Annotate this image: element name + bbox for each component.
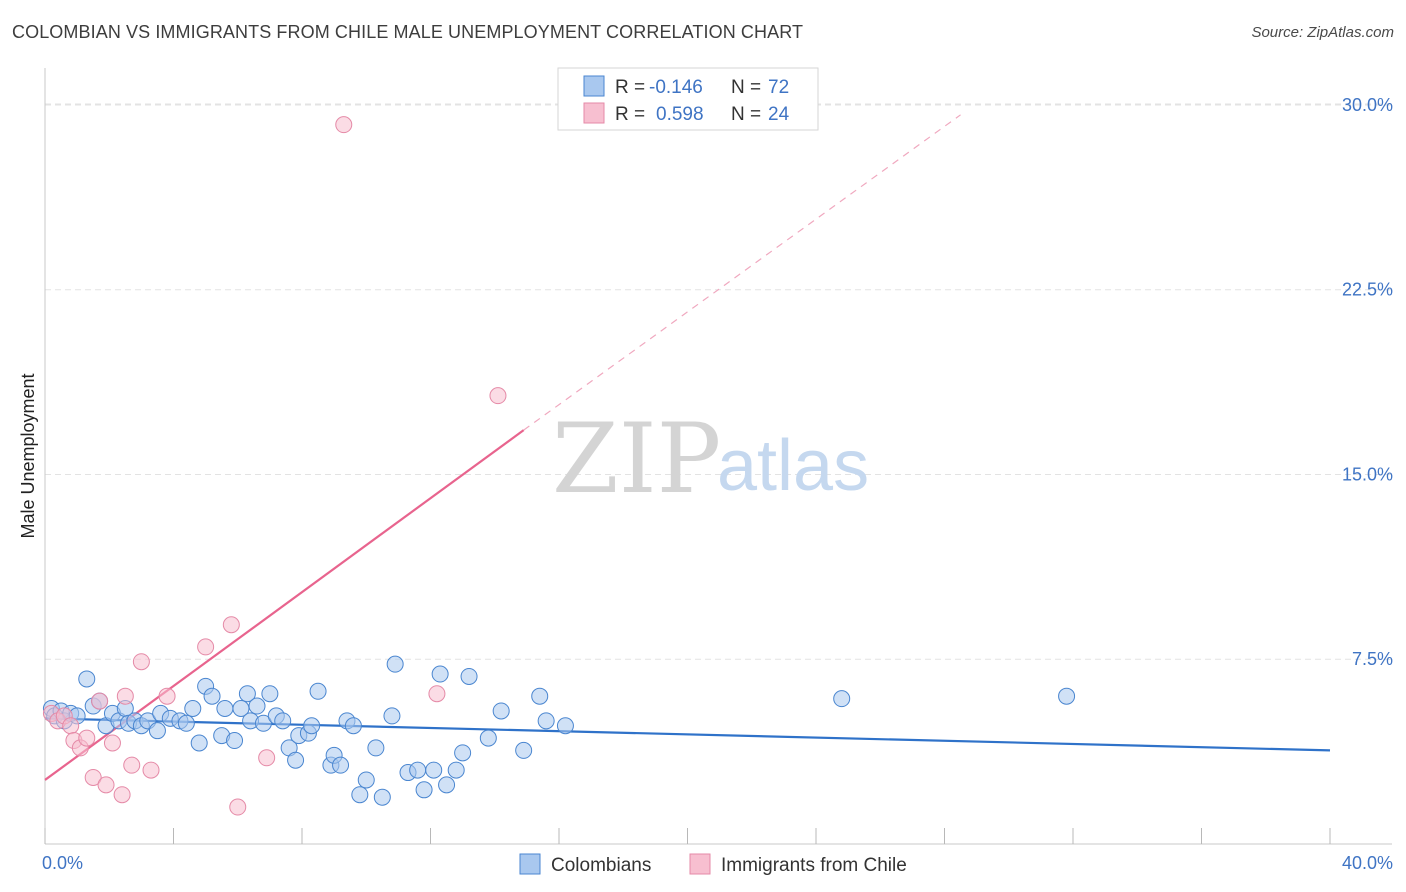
chile-point-9 [97, 776, 115, 794]
chile-trend-extension [523, 114, 961, 431]
colombians-point-42 [309, 682, 327, 700]
y-tick-labels: 7.5% 15.0% 22.5% 30.0% [1342, 95, 1393, 669]
colombians-point-41 [303, 717, 321, 735]
bottom-legend-label-chile: Immigrants from Chile [721, 855, 907, 876]
legend-r-value-1: -0.146 [649, 77, 703, 98]
chile-point-20 [258, 749, 276, 767]
bottom-legend-swatch-blue [519, 853, 541, 875]
chile-point-19 [229, 798, 247, 816]
colombians-point-32 [248, 697, 266, 715]
colombians-point-28 [226, 732, 244, 750]
legend-swatch-pink [583, 102, 605, 124]
colombians-point-69 [833, 690, 851, 708]
chile-point-23 [489, 387, 507, 405]
legend-n-value-2: 24 [768, 104, 790, 125]
bottom-legend: Colombians Immigrants from Chile [519, 853, 907, 876]
colombians-point-47 [344, 717, 362, 735]
colombians-point-65 [515, 741, 533, 759]
chile-point-18 [222, 616, 240, 634]
colombians-point-25 [203, 687, 221, 705]
colombians-point-22 [184, 700, 202, 718]
chile-point-13 [123, 756, 141, 774]
colombians-point-66 [531, 687, 549, 705]
colombians-point-59 [438, 776, 456, 794]
colombians-point-70 [1058, 687, 1076, 705]
chile-point-12 [116, 687, 134, 705]
colombians-point-6 [78, 670, 96, 688]
colombians-point-67 [537, 712, 555, 730]
chile-point-16 [158, 687, 176, 705]
chart-title: COLOMBIAN VS IMMIGRANTS FROM CHILE MALE … [12, 22, 804, 42]
colombians-point-48 [351, 786, 369, 804]
bottom-legend-label-colombians: Colombians [551, 855, 651, 876]
colombians-point-36 [274, 712, 292, 730]
y-axis-title: Male Unemployment [18, 373, 38, 538]
chile-point-17 [197, 638, 215, 656]
colombians-point-52 [383, 707, 401, 725]
chile-point-10 [103, 734, 121, 752]
colombians-point-45 [332, 756, 350, 774]
legend: R = -0.146 N = 72 R = 0.598 N = 24 [557, 67, 819, 131]
colombians-point-49 [357, 771, 375, 789]
colombians-point-51 [373, 788, 391, 806]
gridlines [45, 103, 1392, 660]
bottom-legend-swatch-pink [689, 853, 711, 875]
colombians-point-56 [415, 781, 433, 799]
colombians-point-57 [425, 761, 443, 779]
legend-n-label-1: N = [731, 77, 761, 98]
x-tick-label-1: 40.0% [1342, 853, 1393, 873]
watermark-atlas: atlas [717, 426, 869, 506]
x-tick-label-0: 0.0% [42, 853, 83, 873]
colombians-point-58 [431, 665, 449, 683]
chile-point-7 [84, 768, 102, 786]
colombians-point-38 [287, 751, 305, 769]
legend-swatch-blue [583, 75, 605, 97]
legend-r-label-2: R = [615, 104, 645, 125]
colombians-point-55 [409, 761, 427, 779]
colombians-point-61 [454, 744, 472, 762]
colombians-point-23 [190, 734, 208, 752]
colombians-point-60 [447, 761, 465, 779]
chile-point-15 [142, 761, 160, 779]
source-label: Source: ZipAtlas.com [1251, 24, 1394, 41]
data-points [42, 116, 1076, 816]
legend-r-label-1: R = [615, 77, 645, 98]
chile-point-11 [113, 786, 131, 804]
legend-n-label-2: N = [731, 104, 761, 125]
colombians-point-27 [216, 700, 234, 718]
colombians-point-34 [261, 685, 279, 703]
watermark-zip: ZIP [552, 403, 721, 515]
y-tick-label-3: 30.0% [1342, 95, 1393, 115]
chile-point-8 [91, 692, 109, 710]
chile-point-22 [428, 685, 446, 703]
y-tick-label-1: 15.0% [1342, 464, 1393, 484]
colombians-point-63 [479, 729, 497, 747]
legend-r-value-2: 0.598 [656, 104, 704, 125]
colombians-point-21 [177, 714, 195, 732]
chile-point-14 [132, 653, 150, 671]
y-tick-label-2: 22.5% [1342, 280, 1393, 300]
colombians-point-33 [254, 714, 272, 732]
colombians-point-50 [367, 739, 385, 757]
y-tick-label-0: 7.5% [1352, 649, 1393, 669]
chile-point-6 [78, 729, 96, 747]
chile-point-3 [62, 717, 80, 735]
colombians-point-64 [492, 702, 510, 720]
watermark: ZIP atlas [552, 403, 869, 515]
chile-point-21 [335, 116, 353, 134]
colombians-point-62 [460, 667, 478, 685]
legend-n-value-1: 72 [768, 77, 789, 98]
colombians-point-68 [556, 717, 574, 735]
colombians-point-17 [148, 722, 166, 740]
colombians-point-53 [386, 655, 404, 673]
colombians-point-30 [238, 685, 256, 703]
x-tick-labels: 0.0% 40.0% [42, 853, 1393, 873]
